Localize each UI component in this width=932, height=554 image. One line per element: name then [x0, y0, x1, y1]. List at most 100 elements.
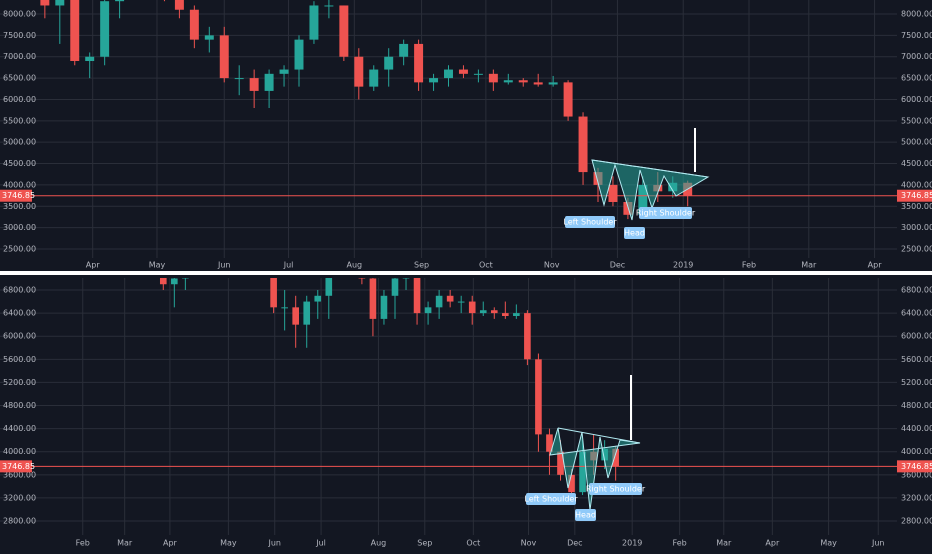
candle-body: [303, 301, 311, 325]
candle-body: [413, 278, 421, 314]
y-tick-label: 2800.00: [901, 517, 932, 526]
annotation-box: [624, 227, 645, 239]
y-tick-label: 5500.00: [3, 116, 36, 125]
y-tick-label: 5000.00: [3, 138, 36, 147]
y-tick-label: 4400.00: [3, 424, 36, 433]
neckline: [557, 427, 641, 444]
y-tick-label: 3200.00: [901, 493, 932, 502]
candle-body: [70, 0, 80, 62]
candle-body: [369, 278, 377, 319]
y-tick-label: 3000.00: [901, 223, 932, 232]
price-label: 3746.85: [901, 191, 932, 200]
candle-body: [339, 5, 349, 57]
candle-body: [182, 278, 189, 279]
annotation-box: [589, 483, 642, 495]
y-tick-label: 4000.00: [3, 447, 36, 456]
y-tick-label: 2500.00: [3, 244, 36, 253]
candle-body: [219, 35, 229, 79]
y-tick-label: 6500.00: [901, 74, 932, 83]
candle-body: [444, 69, 453, 79]
annotation-labels: Left Shoulder Head Right Shoulder Left S…: [524, 207, 696, 521]
candle-body: [608, 184, 618, 202]
candle-body: [473, 73, 483, 75]
candle-body: [314, 295, 322, 302]
annotation: Head: [575, 511, 596, 520]
x-tick-label: Jul: [283, 261, 294, 270]
x-tick-label: Apr: [765, 539, 780, 548]
y-tick-label: 4800.00: [3, 401, 36, 410]
annotation-box: [565, 216, 615, 228]
x-tick-label: Oct: [479, 261, 493, 270]
candle-body: [380, 295, 388, 319]
x-tick-label: Dec: [567, 539, 582, 548]
y-tick-label: 4500.00: [901, 159, 932, 168]
x-tick-label: May: [220, 539, 237, 548]
annotation: Left Shoulder: [524, 495, 578, 504]
y-tick-label: 6000.00: [3, 95, 36, 104]
candle-body: [435, 295, 443, 308]
candle-body: [424, 307, 432, 314]
panel-separator: [0, 271, 932, 275]
candle-body: [324, 5, 334, 7]
y-tick-label: 3600.00: [901, 470, 932, 479]
candle-body: [174, 0, 184, 10]
y-tick-label: 8000.00: [3, 10, 36, 19]
annotation-box: [575, 509, 596, 521]
candle-body: [513, 313, 520, 317]
y-tick-label: 5500.00: [901, 116, 932, 125]
y-tick-label: 6400.00: [901, 309, 932, 318]
candle-body: [578, 116, 588, 173]
candle-body: [490, 310, 498, 314]
x-tick-label: Apr: [86, 261, 101, 270]
y-tick-label: 3000.00: [3, 223, 36, 232]
candle-body: [479, 310, 487, 314]
candle-body: [402, 278, 410, 279]
neckline: [591, 159, 709, 178]
x-tick-label: Aug: [347, 261, 363, 270]
candle-body: [40, 0, 50, 6]
candle-body: [204, 35, 214, 40]
annotation: Head: [624, 229, 645, 238]
y-tick-label: 5000.00: [901, 138, 932, 147]
x-tick-label: Jul: [315, 539, 326, 548]
annotation-box: [639, 207, 692, 219]
y-tick-label: 6800.00: [901, 286, 932, 295]
x-tick-label: 2019: [673, 261, 693, 270]
candle-body: [535, 359, 542, 435]
y-tick-label: 5200.00: [901, 378, 932, 387]
x-tick-label: Jun: [871, 539, 885, 548]
x-tick-label: 2019: [622, 539, 642, 548]
x-tick-label: Apr: [163, 539, 178, 548]
candle-body: [171, 278, 178, 285]
annotation-box: [526, 493, 576, 505]
price-label-box: [0, 460, 32, 473]
candle-body: [384, 56, 394, 70]
x-tick-label: Dec: [610, 261, 625, 270]
pattern-shape: [591, 159, 710, 221]
x-tick-label: Mar: [801, 261, 817, 270]
x-tick-label: Sep: [417, 539, 432, 548]
y-tick-label: 3600.00: [3, 470, 36, 479]
candle-body: [518, 80, 528, 83]
candle-body: [457, 301, 465, 303]
price-label: 3746.85: [2, 191, 35, 200]
candle-body: [488, 73, 498, 83]
candle-body: [546, 434, 553, 452]
candle-body: [309, 5, 319, 40]
candle-body: [249, 78, 259, 91]
y-tick-label: 4400.00: [901, 424, 932, 433]
y-tick-label: 6000.00: [3, 332, 36, 341]
x-tick-label: Feb: [76, 539, 90, 548]
y-tick-label: 4000.00: [901, 180, 932, 189]
x-tick-label: Feb: [673, 539, 687, 548]
y-tick-label: 5600.00: [3, 355, 36, 364]
x-tick-label: May: [149, 261, 166, 270]
candle-body: [358, 278, 366, 279]
candle-body: [189, 9, 199, 40]
candle-body: [568, 474, 575, 493]
y-tick-label: 4500.00: [3, 159, 36, 168]
x-tick-label: May: [820, 539, 837, 548]
y-tick-label: 7500.00: [901, 31, 932, 40]
candle-body: [369, 69, 379, 87]
